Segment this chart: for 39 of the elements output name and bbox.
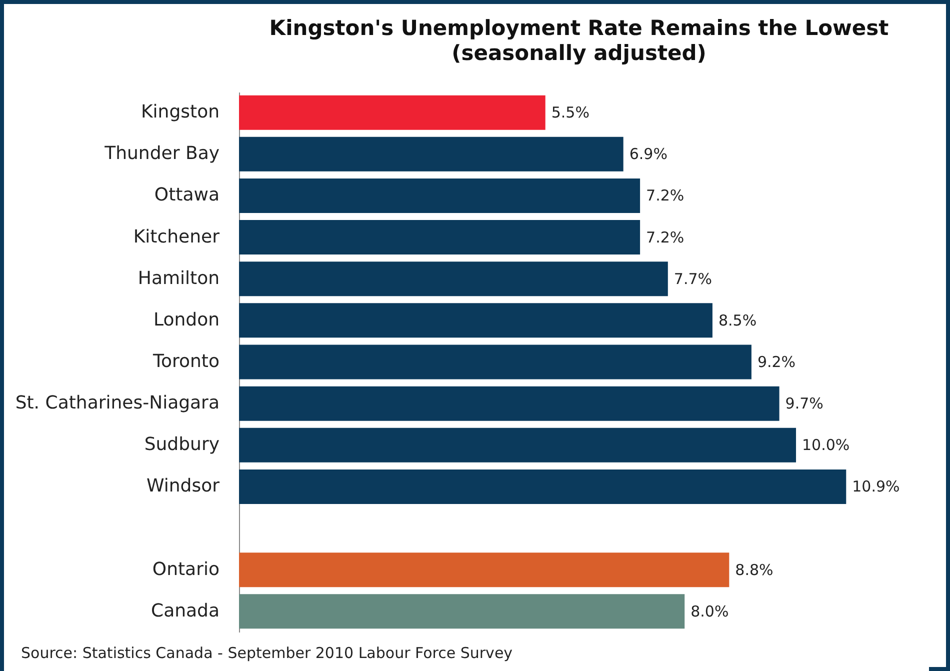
bar xyxy=(239,178,640,213)
y-tick-label: Thunder Bay xyxy=(104,143,220,164)
data-label: 7.2% xyxy=(646,186,684,205)
bar xyxy=(239,469,846,504)
bar xyxy=(239,303,712,338)
y-tick-label: Hamilton xyxy=(138,268,220,289)
chart-subtitle: (seasonally adjusted) xyxy=(452,41,706,65)
data-label: 5.5% xyxy=(551,104,590,122)
bar xyxy=(239,220,640,255)
y-tick-label: Ontario xyxy=(152,558,220,580)
data-label: 8.0% xyxy=(690,602,729,620)
y-tick-label: Ottawa xyxy=(154,184,220,206)
data-label: 8.5% xyxy=(718,311,757,330)
data-label: 6.9% xyxy=(629,145,668,164)
y-tick-label: London xyxy=(154,309,220,330)
bar xyxy=(239,428,796,462)
data-label: 10.9% xyxy=(852,478,900,496)
bar xyxy=(239,95,546,130)
y-tick-label: Windsor xyxy=(146,476,220,497)
bar xyxy=(239,386,780,421)
data-label: 7.7% xyxy=(674,270,712,288)
y-tick-label: Sudbury xyxy=(144,434,220,456)
source-note: Source: Statistics Canada - September 2010 Labour Force Survey xyxy=(21,644,513,662)
bar xyxy=(239,594,685,629)
data-label: 10.0% xyxy=(802,436,850,454)
data-label: 7.2% xyxy=(646,228,684,246)
bar xyxy=(239,344,752,380)
bar xyxy=(239,552,730,588)
bar xyxy=(239,262,668,296)
data-label: 8.8% xyxy=(735,560,774,579)
bar xyxy=(239,136,624,172)
y-tick-label: Kitchener xyxy=(133,226,220,248)
y-tick-label: St. Catharines-Niagara xyxy=(15,392,220,414)
data-label: 9.2% xyxy=(757,353,796,371)
chart-title: Kingston's Unemployment Rate Remains the Lowest xyxy=(269,16,889,40)
y-tick-label: Toronto xyxy=(152,351,220,372)
data-label: 9.7% xyxy=(785,394,824,413)
y-tick-label: Kingston xyxy=(141,102,220,123)
y-tick-label: Canada xyxy=(151,600,220,622)
